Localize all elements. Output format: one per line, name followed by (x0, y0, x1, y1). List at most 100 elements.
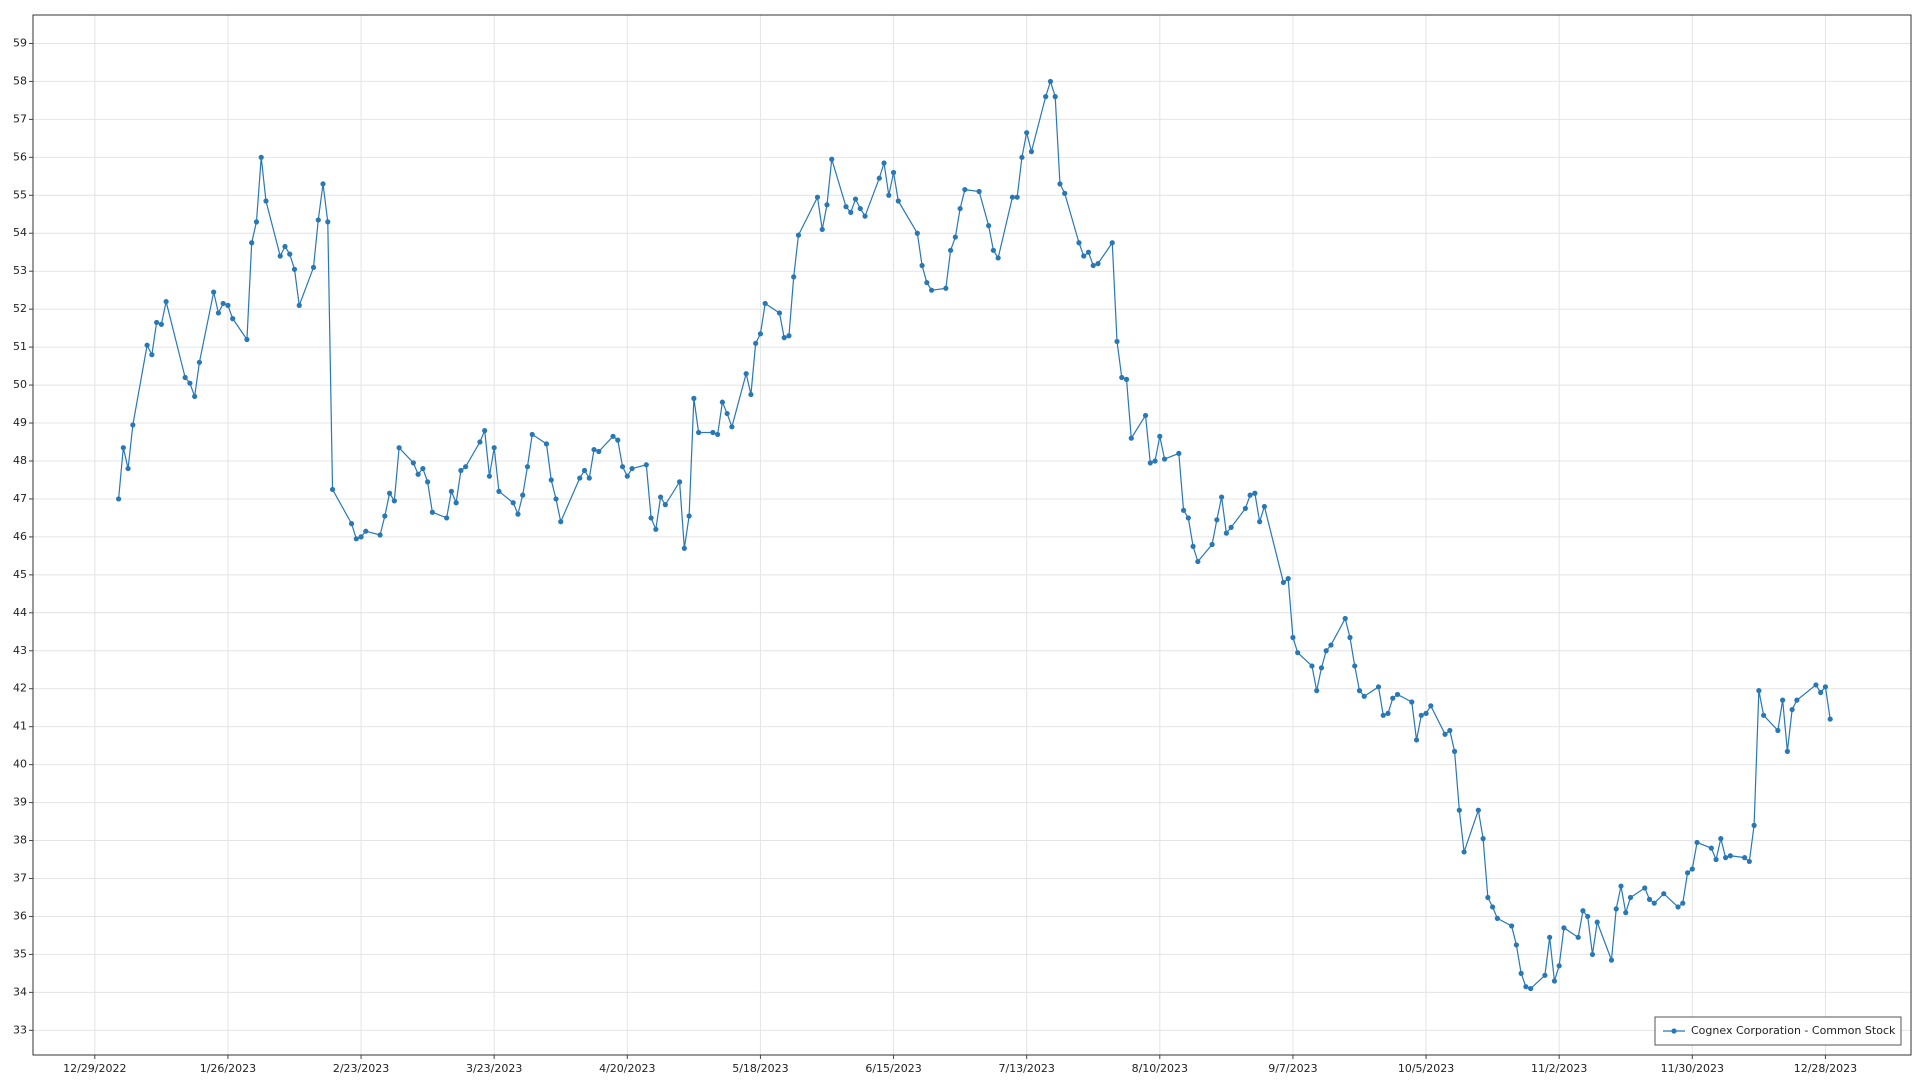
data-point (857, 205, 863, 212)
y-tick-label: 36 (13, 909, 27, 922)
data-point (1523, 984, 1529, 990)
data-point (1128, 435, 1134, 441)
data-point (1295, 650, 1301, 656)
data-point (1180, 507, 1187, 513)
data-point (448, 488, 454, 494)
x-tick-label: 8/10/2023 (1132, 1062, 1188, 1075)
y-tick-label: 51 (13, 340, 27, 353)
data-point (553, 496, 559, 502)
y-tick-label: 33 (13, 1023, 27, 1036)
data-point (429, 509, 435, 515)
data-point (1746, 858, 1752, 865)
data-point (1028, 149, 1035, 155)
data-point (1627, 894, 1634, 901)
data-point (786, 333, 792, 339)
data-point (719, 399, 725, 405)
data-point (1789, 706, 1795, 713)
data-point (1727, 853, 1733, 859)
data-point (1361, 693, 1367, 699)
data-point (819, 226, 825, 233)
x-tick-label: 1/26/2023 (200, 1062, 256, 1075)
x-tick-label: 11/30/2023 (1661, 1062, 1724, 1075)
data-point (743, 371, 749, 377)
data-point (795, 232, 802, 238)
data-point (995, 255, 1001, 261)
data-point (1718, 836, 1724, 842)
data-point (1352, 663, 1358, 669)
data-point (943, 285, 949, 291)
data-point (724, 410, 730, 417)
data-point (776, 310, 783, 316)
data-point (1708, 845, 1714, 851)
data-point (120, 445, 126, 451)
data-point (814, 194, 821, 200)
data-point (610, 433, 616, 439)
y-tick-label: 50 (13, 378, 27, 391)
data-point (282, 243, 288, 250)
data-point (520, 492, 526, 498)
y-tick-label: 47 (13, 492, 27, 505)
data-point (453, 500, 459, 506)
data-point (1019, 154, 1025, 160)
data-point (396, 445, 402, 451)
data-point (1047, 78, 1054, 85)
data-point (1062, 190, 1068, 196)
data-point (848, 209, 854, 215)
x-tick-label: 7/13/2023 (998, 1062, 1054, 1075)
data-point (1761, 712, 1767, 718)
data-point (1413, 737, 1420, 743)
y-tick-label: 41 (13, 720, 27, 733)
data-point (1247, 492, 1253, 498)
data-point (296, 302, 302, 308)
data-point (1618, 883, 1624, 889)
data-point (391, 498, 397, 504)
data-point (1741, 855, 1748, 861)
data-point (1318, 665, 1325, 671)
data-point (291, 266, 298, 272)
data-point (415, 471, 421, 477)
data-point (862, 213, 868, 219)
x-tick-label: 6/15/2023 (865, 1062, 921, 1075)
data-point (781, 335, 787, 341)
x-tick-label: 9/7/2023 (1268, 1062, 1317, 1075)
data-point (1518, 970, 1524, 976)
data-point (1409, 699, 1415, 705)
data-point (1009, 194, 1016, 200)
x-tick-label: 2/23/2023 (333, 1062, 389, 1075)
data-point (1214, 517, 1220, 523)
data-point (1142, 412, 1149, 419)
data-point (1385, 710, 1391, 716)
data-point (444, 515, 450, 521)
data-point (463, 464, 469, 470)
data-point (1784, 748, 1790, 754)
data-point (1613, 906, 1619, 912)
legend-box (1654, 1016, 1902, 1046)
data-point (919, 262, 925, 269)
data-point (1684, 870, 1691, 876)
data-point (1394, 691, 1401, 698)
data-line (117, 79, 1831, 990)
data-point (486, 473, 493, 479)
data-point (1556, 963, 1562, 969)
data-point (1314, 688, 1320, 694)
y-tick-label: 37 (13, 872, 27, 885)
data-point (696, 429, 702, 436)
data-point (619, 464, 626, 470)
y-tick-label: 42 (13, 682, 27, 695)
data-point (1161, 456, 1168, 462)
data-point (1375, 684, 1382, 690)
data-point (287, 251, 293, 257)
data-point (1090, 262, 1096, 269)
data-point (325, 219, 331, 225)
data-point (1242, 505, 1248, 512)
data-point (1114, 338, 1120, 345)
data-point (710, 429, 716, 436)
y-tick-label: 54 (13, 226, 27, 239)
data-point (1713, 856, 1719, 863)
data-point (1185, 515, 1191, 521)
data-point (1675, 904, 1681, 910)
data-point (924, 279, 930, 286)
x-tick-label: 12/29/2022 (63, 1062, 126, 1075)
data-point (1642, 885, 1648, 891)
